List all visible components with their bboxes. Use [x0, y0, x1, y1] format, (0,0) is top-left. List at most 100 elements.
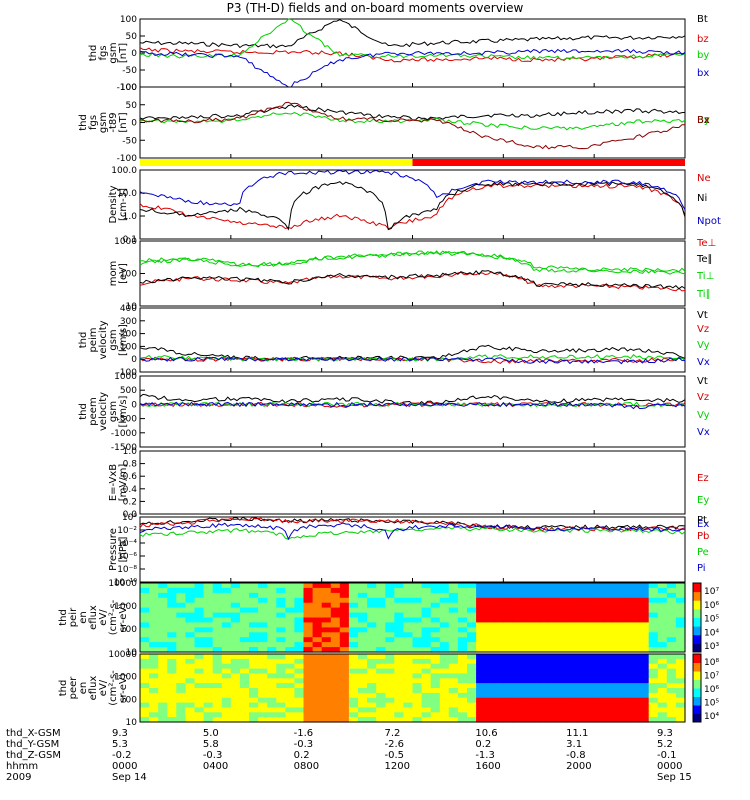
heatmap-cell	[476, 622, 486, 628]
heatmap-cell	[367, 597, 377, 604]
heatmap-cell	[276, 632, 286, 638]
heatmap-cell	[385, 642, 395, 648]
heatmap-cell	[258, 632, 268, 638]
heatmap-cell	[494, 617, 504, 623]
heatmap-cell	[457, 658, 468, 665]
y-tick-label: 50	[126, 101, 138, 111]
heatmap-cell	[321, 647, 332, 653]
heatmap-cell	[339, 632, 350, 638]
heatmap-cell	[467, 622, 477, 628]
heatmap-cell	[285, 697, 295, 704]
heatmap-cell	[330, 637, 341, 643]
footer-value: 5.2	[657, 739, 673, 750]
heatmap-cell	[230, 654, 241, 660]
heatmap-cell	[448, 702, 459, 709]
y-axis-label-line: E=-VxB	[108, 464, 119, 501]
heatmap-cell	[376, 678, 386, 684]
heatmap-cell	[367, 678, 377, 684]
y-axis-label-line: [cm-3]	[118, 188, 129, 221]
heatmap-cell	[303, 717, 314, 723]
heatmap-cell	[430, 583, 441, 589]
heatmap-cell	[512, 642, 523, 648]
heatmap-cell	[412, 632, 423, 638]
footer-value: 9.3	[112, 728, 128, 739]
heatmap-cell	[321, 683, 332, 689]
heatmap-cell	[194, 642, 205, 648]
heatmap-cell	[185, 654, 196, 660]
heatmap-cell	[249, 637, 259, 643]
heatmap-cell	[412, 642, 423, 648]
heatmap-cell	[630, 612, 641, 619]
heatmap-cell	[521, 707, 532, 713]
heatmap-cell	[467, 688, 477, 694]
heatmap-cell	[566, 688, 577, 694]
heatmap-cell	[239, 712, 250, 718]
heatmap-cell	[285, 683, 295, 689]
heatmap-cell	[239, 647, 250, 653]
heatmap-cell	[675, 597, 686, 604]
heatmap-cell	[348, 627, 359, 633]
heatmap-cell	[639, 632, 650, 638]
heatmap-cell	[657, 637, 668, 643]
heatmap-cell	[330, 592, 341, 599]
heatmap-cell	[675, 688, 686, 694]
heatmap-cell	[521, 678, 532, 684]
heatmap-cell	[230, 678, 241, 684]
heatmap-cell	[485, 583, 495, 589]
heatmap-cell	[276, 683, 286, 689]
heatmap-cell	[185, 692, 196, 699]
heatmap-cell	[612, 697, 622, 704]
heatmap-cell	[312, 602, 323, 609]
heatmap-cell	[585, 678, 595, 684]
heatmap-cell	[503, 607, 513, 614]
heatmap-cell	[521, 597, 532, 604]
heatmap-cell	[467, 627, 477, 633]
heatmap-cell	[494, 612, 504, 619]
heatmap-cell	[403, 654, 414, 660]
heatmap-cell	[448, 607, 459, 614]
heatmap-cell	[494, 627, 504, 633]
heatmap-cell	[439, 612, 450, 619]
heatmap-cell	[276, 678, 286, 684]
heatmap-cell	[376, 642, 386, 648]
heatmap-cell	[621, 697, 632, 704]
heatmap-cell	[285, 622, 295, 628]
heatmap-cell	[176, 642, 186, 648]
footer-value: -0.5	[385, 750, 405, 761]
heatmap-cell	[167, 607, 177, 614]
heatmap-cell	[303, 712, 314, 718]
y-axis-label-line: Density	[108, 185, 119, 223]
heatmap-cell	[249, 702, 259, 709]
heatmap-cell	[348, 617, 359, 623]
heatmap-cell	[548, 627, 559, 633]
legend-label: Pt	[697, 515, 707, 526]
heatmap-cell	[539, 587, 550, 594]
heatmap-cell	[294, 607, 305, 614]
heatmap-cell	[630, 707, 641, 713]
heatmap-cell	[230, 668, 241, 675]
heatmap-cell	[448, 697, 459, 704]
heatmap-cell	[476, 654, 486, 660]
series-density-2	[139, 169, 686, 211]
heatmap-cell	[358, 717, 368, 723]
heatmap-cell	[212, 607, 223, 614]
heatmap-cell	[412, 697, 423, 704]
heatmap-cell	[521, 632, 532, 638]
heatmap-cell	[348, 688, 359, 694]
heatmap-cell	[566, 692, 577, 699]
heatmap-cell	[621, 617, 632, 623]
heatmap-cell	[212, 622, 223, 628]
heatmap-cell	[230, 683, 241, 689]
heatmap-cell	[339, 654, 350, 660]
heatmap-cell	[249, 642, 259, 648]
heatmap-cell	[476, 692, 486, 699]
heatmap-cell	[249, 583, 259, 589]
heatmap-cell	[140, 688, 150, 694]
heatmap-cell	[539, 627, 550, 633]
heatmap-cell	[621, 637, 632, 643]
heatmap-cell	[512, 607, 523, 614]
heatmap-cell	[294, 668, 305, 675]
footer-value: 7.2	[385, 728, 401, 739]
